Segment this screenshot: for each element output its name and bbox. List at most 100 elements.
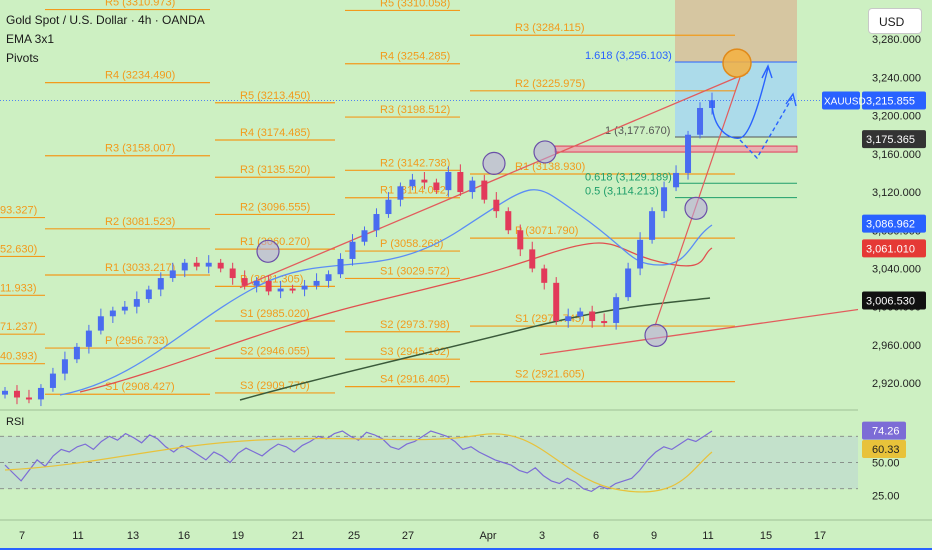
swing-circle — [256, 239, 280, 263]
pivot-label: S1 (2979.745) — [515, 313, 585, 325]
candle-body — [445, 171, 452, 191]
candle-body — [397, 186, 404, 200]
candle-body — [217, 262, 224, 269]
arrow-head — [761, 64, 773, 79]
candle-body — [121, 306, 128, 311]
price-tag — [862, 91, 926, 110]
pivot-label: P (2956.733) — [105, 335, 168, 347]
candle-body — [409, 179, 416, 187]
time-tick: 6 — [593, 530, 599, 542]
fib-label: 1 (3,177.670) — [605, 125, 670, 137]
candle-body — [181, 262, 188, 271]
pivot-label: R5 (3213.450) — [240, 90, 310, 102]
pivot-label: R3 (3198.512) — [380, 104, 450, 116]
candle-body — [469, 180, 476, 193]
rsi-ma-line — [4, 433, 713, 493]
price-tick: 3,040.000 — [872, 263, 921, 275]
candle-body — [157, 278, 164, 290]
swing-circle — [533, 140, 557, 164]
candle-body — [637, 239, 644, 269]
indicator-ema-label[interactable]: EMA 3x1 — [6, 32, 55, 46]
candle-body — [493, 199, 500, 212]
pivot-label: S1 (2985.020) — [240, 308, 310, 320]
pivot-label: R5 (3310.058) — [380, 0, 450, 9]
candle-body — [37, 387, 44, 400]
swing-circle — [482, 151, 506, 175]
pivot-label: 11.933) — [0, 282, 37, 294]
candle-body — [49, 373, 56, 388]
fib-label: 1.618 (3,256.103) — [585, 50, 672, 62]
candle-body — [529, 249, 536, 269]
candle-body — [565, 316, 572, 322]
pivot-label: S3 (2909.770) — [240, 380, 310, 392]
time-axis-bar — [0, 548, 932, 550]
price-tick: 2,920.000 — [872, 378, 921, 390]
candle-body — [589, 311, 596, 322]
rsi-line — [4, 430, 713, 493]
candle-body — [97, 316, 104, 331]
candle-body — [241, 278, 248, 286]
pivot-label: R3 (3284.115) — [515, 22, 585, 34]
pivot-label: R1 (3114.042) — [380, 185, 450, 197]
target-circle — [722, 48, 752, 78]
rsi-tag — [862, 439, 906, 458]
pivot-label: R3 (3135.520) — [240, 164, 310, 176]
pivot-label: S1 (3029.572) — [380, 265, 450, 277]
rsi-tick: 50.00 — [872, 458, 900, 470]
price-tag — [862, 291, 926, 310]
price-tick: 3,280.000 — [872, 34, 921, 46]
chart-title: Gold Spot / U.S. Dollar · 4h · OANDA — [6, 13, 205, 27]
time-tick: 3 — [539, 530, 545, 542]
candle-body — [73, 346, 80, 360]
pivot-label: R4 (3234.490) — [105, 70, 175, 82]
pivot-label: R4 (3174.485) — [240, 127, 310, 139]
price-tick: 3,120.000 — [872, 187, 921, 199]
time-tick: 19 — [232, 530, 244, 542]
indicator-pivots-label[interactable]: Pivots — [6, 51, 39, 65]
ma-200-line — [239, 297, 711, 401]
dashed-arrow-head — [785, 92, 797, 107]
pivot-label: R5 (3310.973) — [105, 0, 175, 9]
candle-body — [277, 288, 284, 292]
swing-circle — [684, 196, 708, 220]
upper-trendline — [239, 72, 749, 289]
pivot-label: R4 (3254.285) — [380, 51, 450, 63]
time-tick: 11 — [72, 530, 83, 542]
candle-body — [673, 172, 680, 188]
price-tag-value: 3,086.962 — [866, 219, 915, 231]
currency-button[interactable]: USD — [868, 8, 922, 34]
rsi-tick: 25.00 — [872, 490, 900, 502]
symbol-tag-label: XAUUSD — [824, 96, 866, 107]
price-tick: 3,240.000 — [872, 72, 921, 84]
pivot-label: 93.327) — [0, 205, 37, 217]
rsi-tag — [862, 421, 906, 440]
candle-body — [265, 280, 272, 292]
pivot-label: R1 (3033.217) — [105, 262, 175, 274]
projection-arrow — [711, 67, 769, 139]
candle-body — [541, 268, 548, 283]
pivot-label: P (3071.790) — [515, 225, 578, 237]
pivot-label: 40.393) — [0, 351, 37, 363]
symbol-tag — [822, 91, 860, 110]
candle-body — [361, 230, 368, 242]
candle-body — [13, 390, 20, 398]
candle-body — [613, 297, 620, 323]
candle-body — [193, 262, 200, 267]
candle-body — [421, 179, 428, 183]
candle-body — [253, 280, 260, 286]
pivot-label: R1 (3060.270) — [240, 236, 310, 248]
pivot-label: S1 (2908.427) — [105, 381, 175, 393]
candle-body — [661, 187, 668, 212]
swing-circle — [644, 323, 668, 347]
pivot-label: R2 (3225.975) — [515, 78, 585, 90]
pivot-label: R2 (3081.523) — [105, 216, 175, 228]
ma-50-line — [59, 189, 713, 396]
candle-body — [289, 288, 296, 291]
fib-label: 0.618 (3,129.189) — [585, 171, 672, 183]
candle-body — [229, 268, 236, 279]
rsi-label[interactable]: RSI — [6, 416, 25, 428]
pivot-label: S2 (2921.605) — [515, 369, 585, 381]
pivot-label: S2 (2946.055) — [240, 345, 310, 357]
time-tick: 17 — [814, 530, 826, 542]
